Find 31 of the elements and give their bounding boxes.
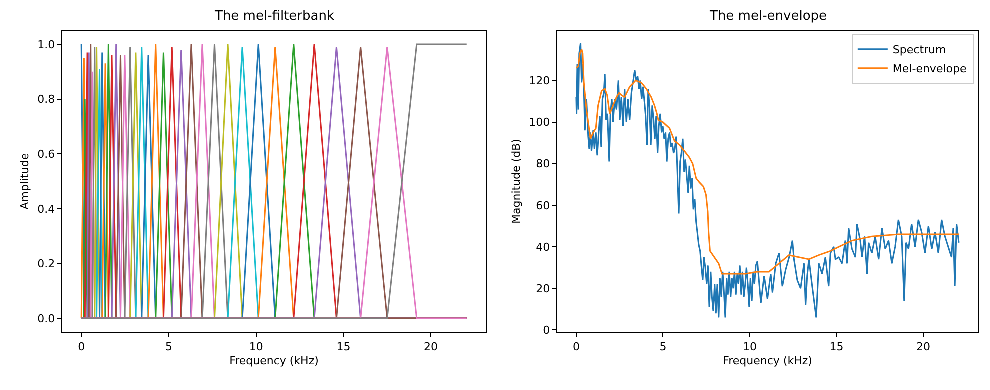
y-tick-label: 120 [529, 74, 550, 88]
y-tick-label: 100 [529, 116, 550, 130]
y-tick-label: 60 [536, 199, 550, 212]
x-tick-label: 0 [572, 340, 580, 354]
legend-label: Spectrum [892, 44, 946, 57]
y-tick-label: 1.0 [38, 38, 56, 52]
y-tick-label: 0.8 [38, 93, 56, 106]
x-tick-label: 10 [249, 340, 264, 354]
legend-label: Mel-envelope [892, 62, 967, 76]
y-tick-label: 0.6 [38, 148, 56, 161]
x-axis-title: Frequency (kHz) [230, 354, 319, 368]
y-tick-label: 20 [536, 282, 550, 296]
y-axis-title: Amplitude [18, 153, 32, 210]
y-tick-label: 40 [536, 240, 550, 254]
x-tick-label: 10 [742, 340, 757, 354]
x-tick-label: 15 [336, 340, 351, 354]
y-tick-label: 0.4 [38, 202, 56, 216]
y-tick-label: 0.0 [38, 312, 56, 326]
x-tick-label: 20 [424, 340, 438, 354]
chart-title: The mel-filterbank [214, 9, 335, 24]
x-axis-title: Frequency (kHz) [723, 354, 812, 368]
y-axis-title: Magnitude (dB) [510, 139, 523, 224]
x-tick-label: 20 [916, 340, 930, 354]
y-tick-label: 0 [543, 324, 550, 338]
y-tick-label: 0.2 [38, 258, 56, 271]
x-tick-label: 5 [660, 340, 667, 354]
x-tick-label: 15 [830, 340, 844, 354]
x-tick-label: 0 [78, 340, 86, 354]
x-tick-label: 5 [165, 340, 172, 354]
chart-title: The mel-envelope [709, 9, 828, 24]
y-tick-label: 80 [536, 158, 550, 171]
